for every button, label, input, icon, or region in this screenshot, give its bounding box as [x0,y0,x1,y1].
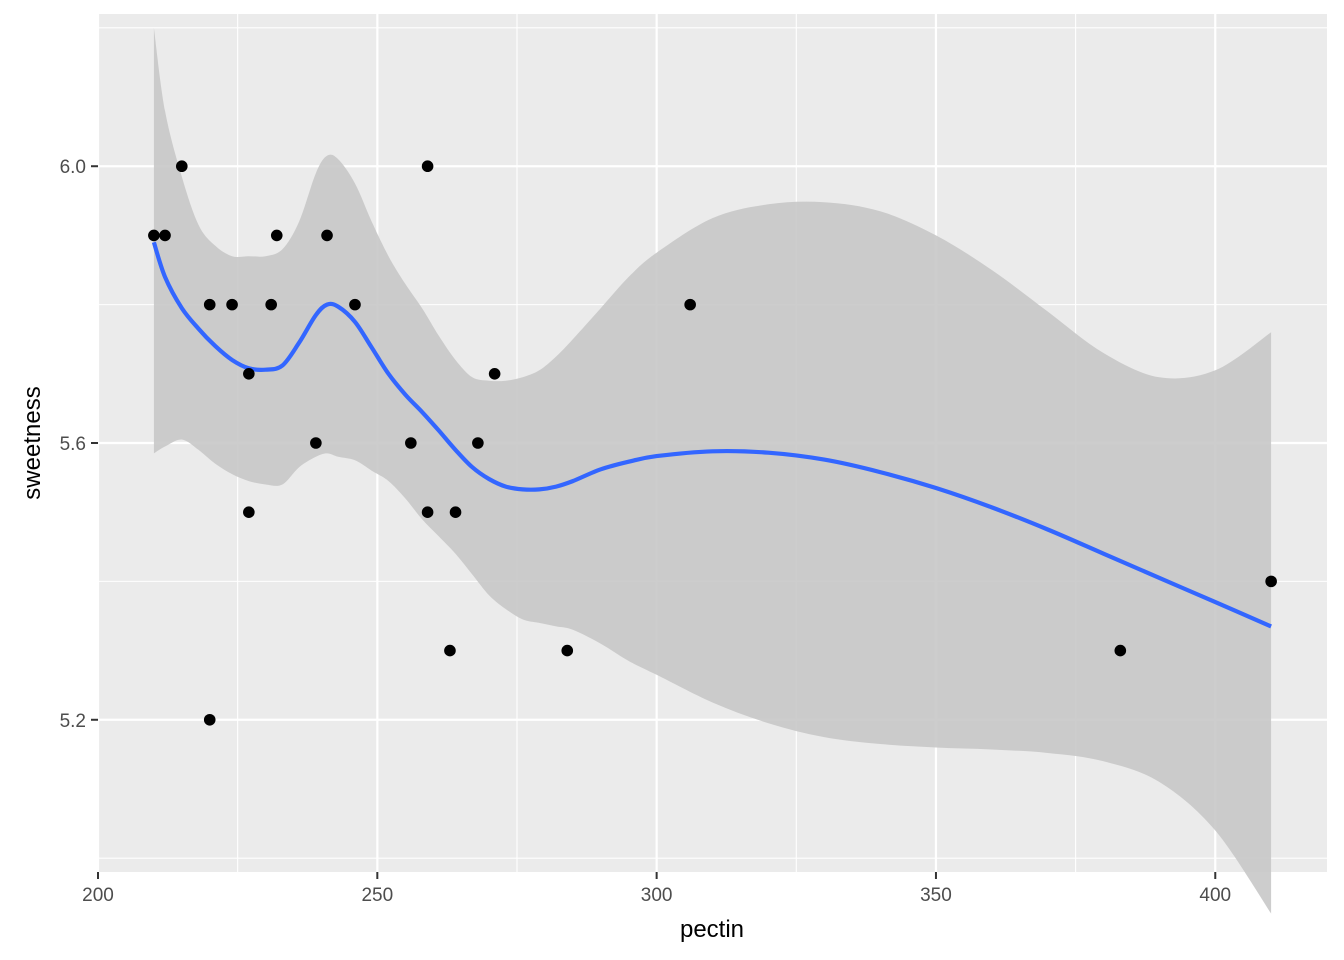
data-point [1265,575,1277,588]
data-point [203,298,216,311]
data-point [1114,644,1127,657]
y-tick-label: 6.0 [60,157,86,178]
x-tick-label: 350 [920,885,952,906]
y-axis-title: sweetness [19,386,46,499]
data-point [270,229,283,242]
data-point [421,160,434,173]
data-point [159,229,171,242]
data-point [226,298,238,311]
data-point [243,368,255,380]
x-tick-label: 300 [641,885,673,906]
data-point [148,229,160,242]
data-point [321,229,333,242]
data-point [203,713,216,726]
data-point [349,298,361,311]
x-tick-label: 250 [361,885,393,906]
data-point [421,506,434,518]
data-point [310,437,322,449]
data-points [148,160,1277,726]
data-point [265,298,277,311]
confidence-ribbon [153,27,1272,914]
data-point [175,160,188,173]
y-tick-label: 5.6 [60,434,86,455]
x-tick-label: 400 [1199,885,1231,906]
data-point [449,506,462,518]
smooth-line [151,241,1272,629]
data-point [561,644,574,657]
data-point [243,506,255,518]
data-point [488,368,501,380]
y-tick-label: 5.2 [60,711,86,732]
data-point [444,644,456,657]
data-point [684,298,696,311]
x-axis-title: pectin [680,916,744,943]
data-point [405,437,417,449]
data-point [472,437,484,449]
x-axis: 200 250 300 350 400 [82,872,1231,906]
y-axis: 5.2 5.6 6.0 [60,157,98,732]
x-tick-label: 200 [82,885,114,906]
